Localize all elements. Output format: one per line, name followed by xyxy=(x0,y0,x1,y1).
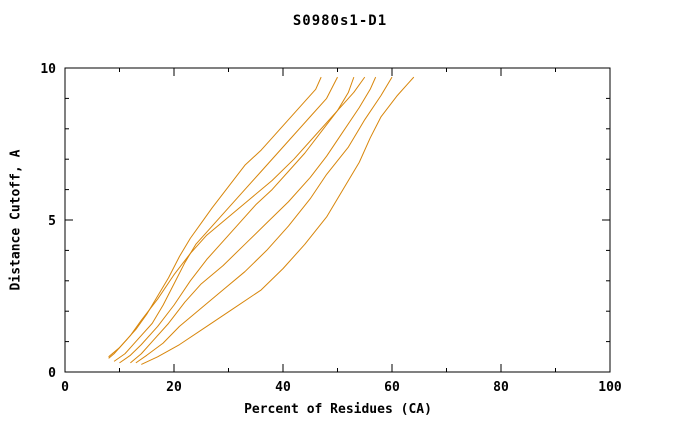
x-tick-label: 0 xyxy=(61,380,69,395)
y-axis-label: Distance Cutoff, A xyxy=(8,149,24,291)
series-line-3 xyxy=(119,76,355,364)
x-tick-label: 80 xyxy=(493,380,509,395)
series-line-1 xyxy=(108,76,322,359)
x-axis-label: Percent of Residues (CA) xyxy=(244,402,432,417)
series-line-5 xyxy=(130,76,377,364)
y-tick-label: 0 xyxy=(48,366,56,381)
x-tick-label: 100 xyxy=(598,380,622,395)
x-tick-label: 60 xyxy=(384,380,400,395)
x-tick-label: 40 xyxy=(275,380,291,395)
series-line-4 xyxy=(108,76,366,358)
series-line-7 xyxy=(141,76,415,365)
series-line-2 xyxy=(113,76,338,362)
chart-title: S0980s1-D1 xyxy=(292,13,388,29)
y-tick-label: 10 xyxy=(40,62,56,77)
x-tick-label: 20 xyxy=(166,380,182,395)
y-tick-label: 5 xyxy=(48,214,56,229)
plot-frame xyxy=(64,67,611,373)
series-line-6 xyxy=(135,76,393,364)
